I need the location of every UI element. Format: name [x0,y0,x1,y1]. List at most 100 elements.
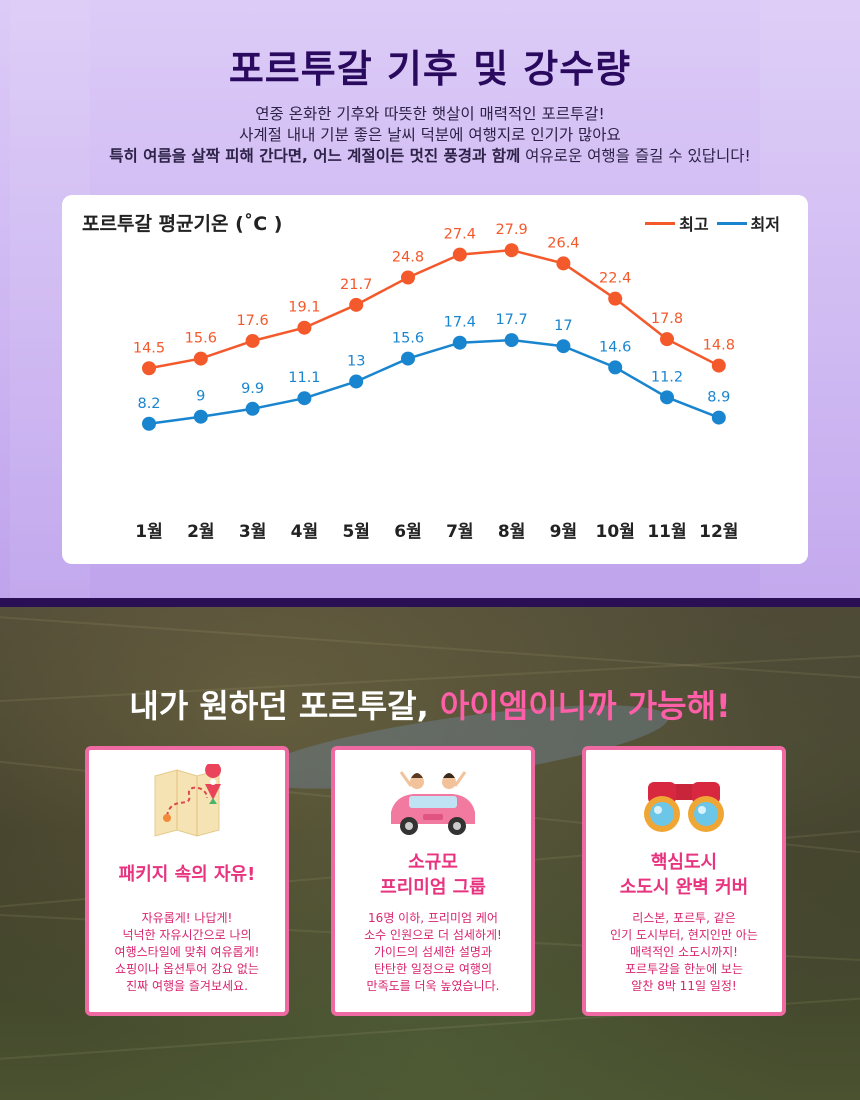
data-point-max [401,270,415,285]
intro-line-2: 사계절 내내 기분 좋은 날씨 덕분에 여행지로 인기가 많아요 [239,126,621,144]
feature-body-line: 가이드의 섬세한 설명과 [373,945,493,959]
chart-legend: 최고 최저 [645,211,780,235]
feature-body-line: 인기 도시부터, 현지인만 아는 [610,928,758,942]
series-line-max [148,248,720,370]
feature-title: 소규모 프리미엄 그룹 [335,850,531,900]
climate-section: 포르투갈 기후 및 강수량 연중 온화한 기후와 따뜻한 햇살이 매력적인 포르… [0,0,860,600]
intro-text: 연중 온화한 기후와 따뜻한 햇살이 매력적인 포르투갈! 사계절 내내 기분 … [0,104,860,167]
data-label-max: 21.7 [340,277,372,293]
x-tick-label: 2월 [187,522,214,542]
feature-body-line: 리스본, 포르투, 같은 [632,911,736,925]
data-point-min [504,333,519,348]
x-tick-label: 6월 [394,522,421,542]
data-label-min: 8.2 [137,396,160,412]
promo-headline-pink: 아이엠이니까 가능해! [439,687,731,725]
data-point-max [297,320,312,335]
data-point-max [452,247,467,262]
data-point-max [711,358,726,373]
car-travelers-icon [391,771,475,835]
binoculars-icon [644,782,724,832]
intro-line-3: 특히 여름을 살짝 피해 간다면, 어느 계절이든 멋진 풍경과 함께 여유로운… [0,146,860,167]
data-point-max [608,291,623,306]
data-point-min [660,390,674,405]
data-point-min [193,409,208,424]
x-tick-label: 1월 [135,522,162,542]
feature-body-line: 포르투갈을 한눈에 보는 [624,962,744,976]
promo-headline: 내가 원하던 포르투갈, 아이엠이니까 가능해! [0,681,860,727]
map-pin-icon [154,764,221,837]
data-label-min: 9.9 [241,381,264,397]
feature-body: 자유롭게! 나답게! 넉넉한 자유시간으로 나의 여행스타일에 맞춰 여유롭게!… [97,910,277,995]
x-tick-label: 12월 [699,522,738,542]
feature-title-line: 소규모 [408,852,458,873]
intro-line-1: 연중 온화한 기후와 따뜻한 햇살이 매력적인 포르투갈! [255,105,605,123]
data-point-min [711,410,726,425]
feature-body-line: 소수 인원으로 더 섬세하게! [364,928,502,942]
legend-label-max: 최고 [679,215,709,234]
x-tick-label: 10월 [596,522,635,542]
legend-item-max: 최고 [645,211,709,235]
x-tick-label: 9월 [550,522,577,542]
data-point-max [193,351,208,366]
data-label-max: 27.9 [495,222,527,238]
feature-title-line: 패키지 속의 자유! [118,864,256,885]
data-label-max: 22.4 [599,271,631,287]
legend-item-min: 최저 [716,211,780,235]
promo-headline-white: 내가 원하던 포르투갈, [129,687,429,725]
data-label-min: 14.6 [599,339,631,355]
legend-swatch-max [645,221,676,225]
data-label-min: 11.1 [288,370,320,386]
data-label-min: 8.9 [707,390,730,406]
x-tick-label: 11월 [647,522,686,542]
feature-title: 핵심도시 소도시 완벽 커버 [586,850,782,900]
chart-title: 포르투갈 평균기온 (˚C ) [82,213,283,235]
feature-body-line: 진짜 여행을 즐겨보세요. [126,979,248,993]
data-point-min [452,335,467,350]
data-point-max [245,333,260,348]
feature-body-line: 탄탄한 일정으로 여행의 [373,962,493,976]
data-label-min: 17.4 [444,315,476,331]
line-chart: 14.5 15.6 17.6 19.1 21.7 24.8 27.4 27.9 26.4 22.4… [133,222,739,542]
promo-section: 내가 원하던 포르투갈, 아이엠이니까 가능해! 패키지 속의 자유! 자유롭게… [0,607,860,1100]
data-label-min: 17.7 [495,312,527,328]
feature-body: 16명 이하, 프리미엄 케어 소수 인원으로 더 섬세하게! 가이드의 섬세한… [343,910,523,995]
data-label-min: 15.6 [392,331,424,347]
chart-card: 포르투갈 평균기온 (˚C ) 최고 최저 14.5 15.6 17.6 19.1 21… [62,195,808,564]
data-point-max [556,256,571,271]
data-point-min [142,416,156,431]
feature-title-line: 핵심도시 [650,852,718,873]
feature-body-line: 쇼핑이나 옵션투어 강요 없는 [115,962,259,976]
feature-body-line: 16명 이하, 프리미엄 케어 [368,911,498,925]
feature-body-line: 여행스타일에 맞춰 여유롭게! [114,945,260,959]
x-tick-label: 8월 [498,522,525,542]
feature-card-city-coverage: 핵심도시 소도시 완벽 커버 리스본, 포르투, 같은 인기 도시부터, 현지인… [582,746,786,1016]
data-label-max: 19.1 [288,300,320,316]
terrace-line [0,613,860,683]
data-label-max: 27.4 [444,227,476,243]
feature-body-line: 매력적인 소도시까지! [630,945,738,959]
legend-label-min: 최저 [750,215,780,234]
data-label-max: 15.6 [185,331,217,347]
x-tick-label: 3월 [239,522,266,542]
data-label-min: 9 [196,389,205,405]
data-point-max [504,243,519,258]
data-label-max: 14.5 [133,340,165,356]
data-point-max [142,361,156,376]
feature-card-small-group: 소규모 프리미엄 그룹 16명 이하, 프리미엄 케어 소수 인원으로 더 섬세… [331,746,535,1016]
x-tick-label: 4월 [291,522,318,542]
data-point-min [245,401,260,416]
x-tick-label: 5월 [342,522,369,542]
intro-line-3-rest: 여유로운 여행을 즐길 수 있답니다! [520,147,751,165]
data-label-max: 26.4 [547,235,579,251]
data-point-min [556,339,571,354]
data-point-min [608,360,623,375]
data-label-min: 17 [554,318,572,334]
data-label-min: 13 [347,353,365,369]
data-point-max [349,297,364,312]
data-label-max: 24.8 [392,250,424,266]
legend-swatch-min [716,221,747,225]
series-line-min [148,338,720,425]
data-label-max: 17.6 [236,313,268,329]
feature-body-line: 알찬 8박 11일 일정! [631,979,737,993]
intro-line-3-bold: 특히 여름을 살짝 피해 간다면, 어느 계절이든 멋진 풍경과 함께 [109,147,521,165]
